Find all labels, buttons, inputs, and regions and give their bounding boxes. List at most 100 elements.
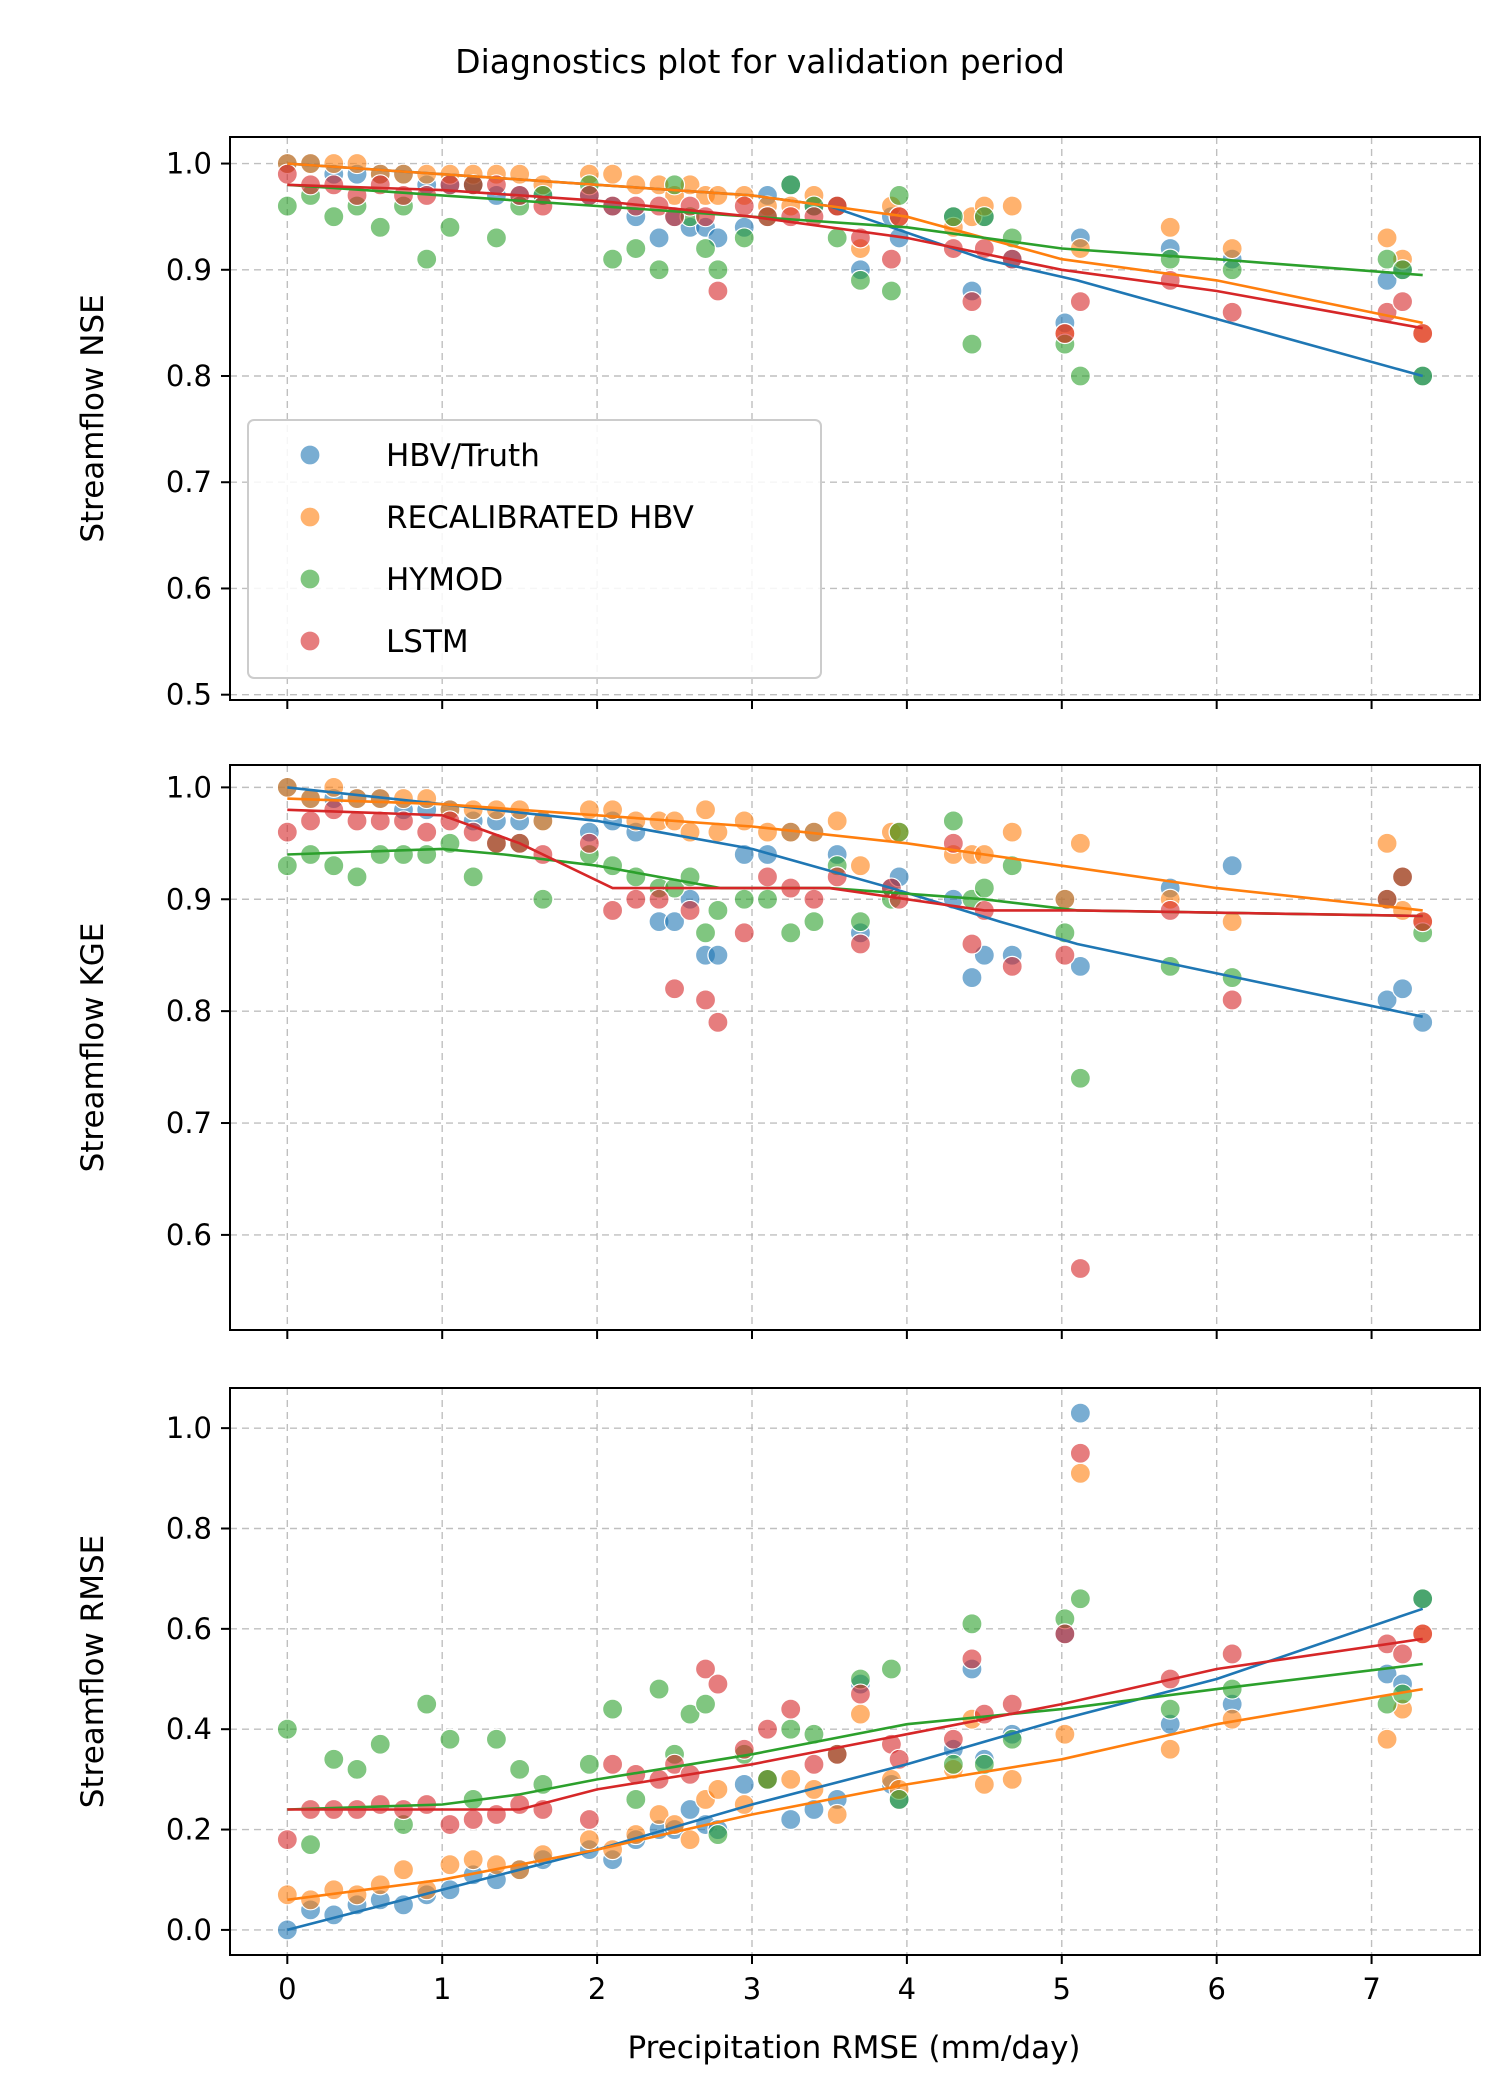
- point-lstm: [276, 163, 298, 185]
- point-hymod: [532, 888, 554, 910]
- trend-line-lstm: [287, 808, 1423, 918]
- point-hymod: [299, 1834, 322, 1856]
- point-hbv-truth: [1069, 1402, 1091, 1424]
- point-lstm: [961, 1648, 983, 1670]
- point-lstm: [369, 810, 391, 832]
- point-hymod: [625, 1788, 647, 1811]
- point-hymod: [942, 810, 964, 832]
- point-hymod: [439, 216, 461, 238]
- trend-line-hymod: [287, 1662, 1423, 1811]
- point-recalibrated-hbv: [462, 1849, 484, 1871]
- point-hymod: [942, 206, 964, 228]
- point-lstm: [707, 1011, 729, 1033]
- point-recalibrated-hbv: [1221, 237, 1243, 260]
- point-recalibrated-hbv: [346, 152, 368, 175]
- trend-line-lstm: [287, 183, 1423, 330]
- legend-box: [247, 419, 822, 679]
- point-hymod: [942, 1753, 964, 1775]
- point-hymod: [1069, 365, 1091, 387]
- y-tick-label: 0.7: [166, 1106, 212, 1140]
- point-hymod: [694, 237, 717, 260]
- legend-marker-lstm: [299, 630, 321, 652]
- y-axis-label: Streamflow RMSE: [75, 1535, 111, 1808]
- trend-line-recalibrated-hbv: [287, 162, 1423, 325]
- point-lstm: [462, 1808, 484, 1831]
- legend-marker-recalibrated-hbv: [299, 506, 321, 528]
- point-hymod: [1069, 1067, 1091, 1089]
- point-hymod: [707, 1823, 729, 1846]
- point-recalibrated-hbv: [1001, 821, 1023, 843]
- point-recalibrated-hbv: [276, 1884, 298, 1906]
- legend-marker-hbv-truth: [299, 444, 321, 466]
- point-lstm: [485, 1803, 508, 1826]
- point-hymod: [323, 206, 345, 228]
- point-recalibrated-hbv: [733, 810, 755, 832]
- point-lstm: [578, 184, 600, 207]
- point-lstm: [509, 1793, 531, 1816]
- point-hymod: [578, 1753, 600, 1775]
- point-hymod: [323, 855, 345, 877]
- point-lstm: [276, 1828, 298, 1851]
- point-lstm: [1069, 1257, 1091, 1280]
- point-lstm: [663, 978, 686, 1000]
- point-lstm: [733, 922, 755, 944]
- y-tick-label: 0.8: [166, 359, 212, 393]
- point-recalibrated-hbv: [346, 787, 368, 810]
- legend-marker-hymod: [299, 568, 321, 590]
- point-recalibrated-hbv: [1054, 1723, 1076, 1745]
- x-tick-label: 3: [743, 1972, 761, 2006]
- point-hbv-truth: [961, 966, 983, 989]
- point-recalibrated-hbv: [1376, 1728, 1398, 1750]
- point-recalibrated-hbv: [756, 821, 779, 843]
- point-hymod: [756, 1768, 779, 1790]
- point-lstm: [1054, 1623, 1076, 1645]
- point-lstm: [694, 206, 717, 228]
- point-hymod: [973, 206, 995, 228]
- point-recalibrated-hbv: [849, 855, 872, 877]
- point-hymod: [694, 1693, 717, 1715]
- point-recalibrated-hbv: [323, 1879, 345, 1901]
- point-lstm: [942, 1728, 964, 1750]
- point-hymod: [803, 911, 825, 933]
- x-tick-label: 0: [278, 1972, 296, 2006]
- x-tick-label: 5: [1053, 1972, 1071, 2006]
- panel-3: 0.0 0.2 0.4 0.6 0.8 1.0 0 1 2 3 4 5 6 7 Streamflow RMS…: [75, 1387, 1481, 2006]
- y-tick-label: 0.5: [166, 678, 212, 712]
- y-tick-label: 0.6: [166, 1612, 212, 1646]
- point-hymod: [416, 1693, 438, 1715]
- point-hymod: [733, 227, 755, 249]
- point-lstm: [756, 866, 779, 888]
- point-lstm: [849, 933, 872, 955]
- legend: HBV/Truth RECALIBRATED HBV HYMOD LSTM: [247, 419, 822, 679]
- point-lstm: [694, 1658, 717, 1680]
- point-hymod: [707, 259, 729, 281]
- y-tick-label: 1.0: [166, 147, 212, 181]
- legend-label-hymod: HYMOD: [386, 562, 503, 598]
- point-lstm: [694, 989, 717, 1011]
- point-recalibrated-hbv: [439, 1854, 461, 1876]
- point-hbv-truth: [707, 944, 729, 966]
- point-hymod: [973, 1753, 995, 1775]
- point-hymod: [1221, 259, 1243, 281]
- point-lstm: [369, 1793, 391, 1816]
- x-tick-label: 2: [588, 1972, 606, 2006]
- point-hymod: [276, 855, 298, 877]
- point-hbv-truth: [1412, 1011, 1434, 1033]
- point-hymod: [648, 1678, 670, 1700]
- point-recalibrated-hbv: [625, 174, 647, 196]
- point-recalibrated-hbv: [346, 1884, 368, 1906]
- legend-label-hbv-truth: HBV/Truth: [386, 438, 540, 474]
- point-lstm: [1054, 322, 1076, 345]
- point-lstm: [392, 810, 415, 832]
- point-recalibrated-hbv: [1069, 832, 1091, 854]
- point-hymod: [369, 216, 391, 238]
- point-hymod: [323, 1748, 345, 1770]
- point-hymod: [973, 877, 995, 899]
- point-hymod: [1069, 1588, 1091, 1610]
- x-tick-label: 6: [1207, 1972, 1225, 2006]
- point-recalibrated-hbv: [780, 1768, 802, 1790]
- trend-line-hbv-truth: [286, 1607, 1424, 1932]
- point-hymod: [1159, 1698, 1181, 1720]
- trend-line-hymod: [287, 183, 1423, 277]
